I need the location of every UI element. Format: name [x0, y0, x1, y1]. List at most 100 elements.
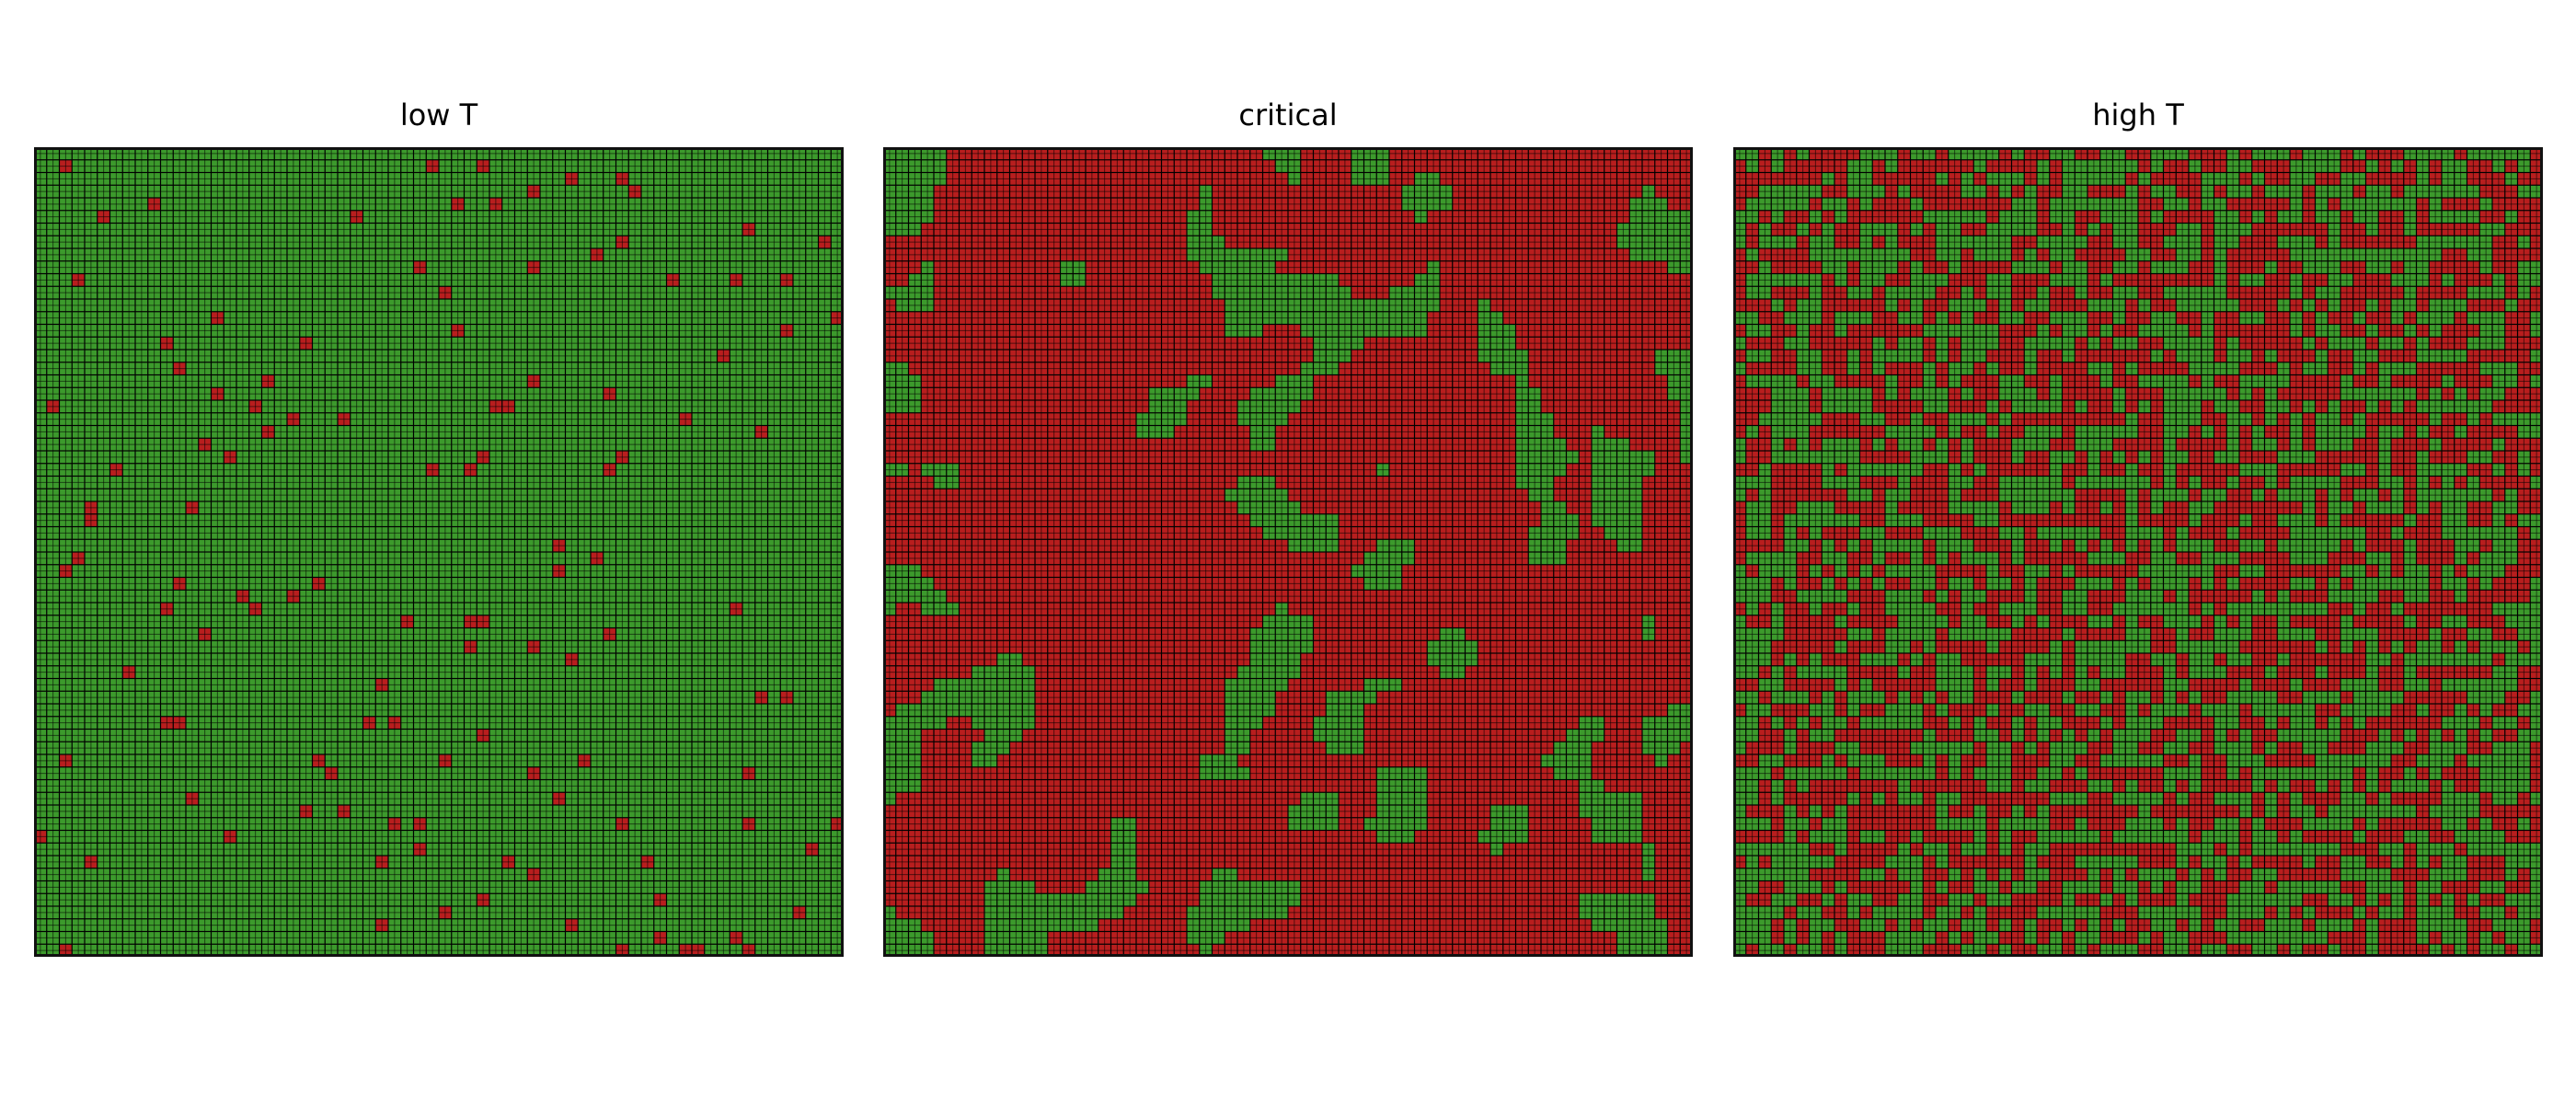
lattice-grid-line	[141, 147, 143, 957]
lattice-grid-line	[229, 147, 231, 957]
lattice-grid-line	[34, 886, 844, 888]
lattice-grid-line	[103, 147, 105, 957]
lattice-grid-line	[34, 785, 844, 787]
lattice-grid-line	[191, 147, 193, 957]
lattice-grid-line	[34, 228, 844, 230]
lattice-grid-line	[34, 621, 844, 623]
lattice-grid-line	[34, 203, 844, 205]
lattice-grid-line	[469, 147, 471, 957]
lattice-grid-line	[34, 773, 844, 775]
lattice-grid-line	[34, 760, 844, 762]
lattice-grid-line	[823, 147, 825, 957]
lattice-grid-line	[431, 147, 433, 957]
lattice-grid-line	[609, 147, 611, 957]
lattice-grid-line	[305, 147, 307, 957]
lattice-grid-line	[34, 747, 844, 749]
lattice-grid-line	[178, 147, 180, 957]
lattice-grid-line	[34, 734, 844, 736]
panel-title: critical	[1238, 98, 1338, 132]
lattice-grid-line	[34, 861, 844, 863]
panel-critical: critical	[883, 98, 1693, 957]
lattice-grid-line	[115, 147, 117, 957]
lattice-grid-line	[280, 147, 282, 957]
lattice-grid-line	[34, 595, 844, 597]
lattice-grid-line	[34, 722, 844, 724]
lattice-grid-line	[34, 507, 844, 509]
lattice-grid-line	[128, 147, 130, 957]
lattice-grid-line	[64, 147, 66, 957]
lattice-grid-line	[457, 147, 459, 957]
lattice-grid-line	[596, 147, 598, 957]
lattice-grid-line	[255, 147, 257, 957]
lattice-grid-line	[34, 329, 844, 331]
lattice-grid-line	[34, 419, 844, 420]
lattice-grid-line	[34, 532, 844, 534]
lattice-grid-line	[660, 147, 661, 957]
lattice-grid-line	[34, 241, 844, 243]
lattice-grid-line	[34, 469, 844, 471]
lattice-grid-line	[381, 147, 383, 957]
lattice-grid-line	[34, 317, 844, 319]
lattice-grid-line	[34, 646, 844, 648]
lattice-grid-line	[570, 147, 572, 957]
lattice-grid-line	[34, 368, 844, 370]
lattice-grid-line	[34, 267, 844, 269]
lattice-grid-line	[786, 147, 788, 957]
lattice-grid-line	[34, 178, 844, 179]
lattice-grid-line	[34, 709, 844, 711]
lattice-grid-line	[34, 570, 844, 572]
lattice-grid-line	[34, 899, 844, 901]
lattice-grid-line	[735, 147, 737, 957]
lattice-grid-line	[697, 147, 699, 957]
lattice-grid-line	[90, 147, 92, 957]
lattice-grid-line	[634, 147, 636, 957]
lattice-grid-line	[34, 659, 844, 661]
spin-lattice	[34, 147, 844, 957]
lattice-grid-line	[34, 456, 844, 458]
lattice-grid-line	[520, 147, 522, 957]
lattice-grid-line	[154, 147, 155, 957]
lattice-grid-line	[558, 147, 560, 957]
lattice-grid-line	[811, 147, 813, 957]
lattice-grid-line	[647, 147, 649, 957]
lattice-grid-line	[34, 342, 844, 344]
lattice-grid-line	[34, 874, 844, 876]
lattice-grid-line	[34, 431, 844, 432]
lattice-grid-line	[684, 147, 686, 957]
lattice-grid-line	[368, 147, 370, 957]
lattice-grid-line	[748, 147, 750, 957]
lattice-grid-line	[495, 147, 497, 957]
lattice-grid-line	[407, 147, 408, 957]
lattice-grid-line	[34, 848, 844, 850]
panel-low-t: low T	[34, 98, 844, 957]
panel-title: low T	[399, 98, 478, 132]
lattice-grid-line	[34, 279, 844, 281]
lattice-grid-line	[34, 633, 844, 635]
lattice-grid-line	[34, 393, 844, 395]
lattice-grid-line	[508, 147, 510, 957]
lattice-grid-line	[34, 443, 844, 445]
lattice-grid-line	[34, 380, 844, 382]
lattice-grid-line	[34, 696, 844, 698]
lattice-grid-line	[34, 494, 844, 496]
lattice-grid-line	[34, 925, 844, 926]
lattice-grid-line	[34, 520, 844, 522]
lattice-grid-line	[77, 147, 79, 957]
lattice-grid-line	[34, 608, 844, 610]
lattice-grid-line	[34, 937, 844, 938]
lattice-grid-line	[34, 254, 844, 256]
lattice-grid-line	[34, 835, 844, 837]
lattice-grid-line	[204, 147, 206, 957]
lattice-grid-line	[836, 147, 838, 957]
lattice-grid-line	[621, 147, 623, 957]
lattice-grid-line	[34, 190, 844, 192]
lattice-grid-line	[34, 582, 844, 584]
lattice-grid-line	[444, 147, 446, 957]
lattice-grid-line	[330, 147, 332, 957]
lattice-grid-line	[533, 147, 535, 957]
lattice-grid-line	[34, 684, 844, 685]
spin-lattice	[883, 147, 1693, 957]
lattice-grid-line	[34, 153, 844, 155]
lattice-grid-line	[356, 147, 358, 957]
